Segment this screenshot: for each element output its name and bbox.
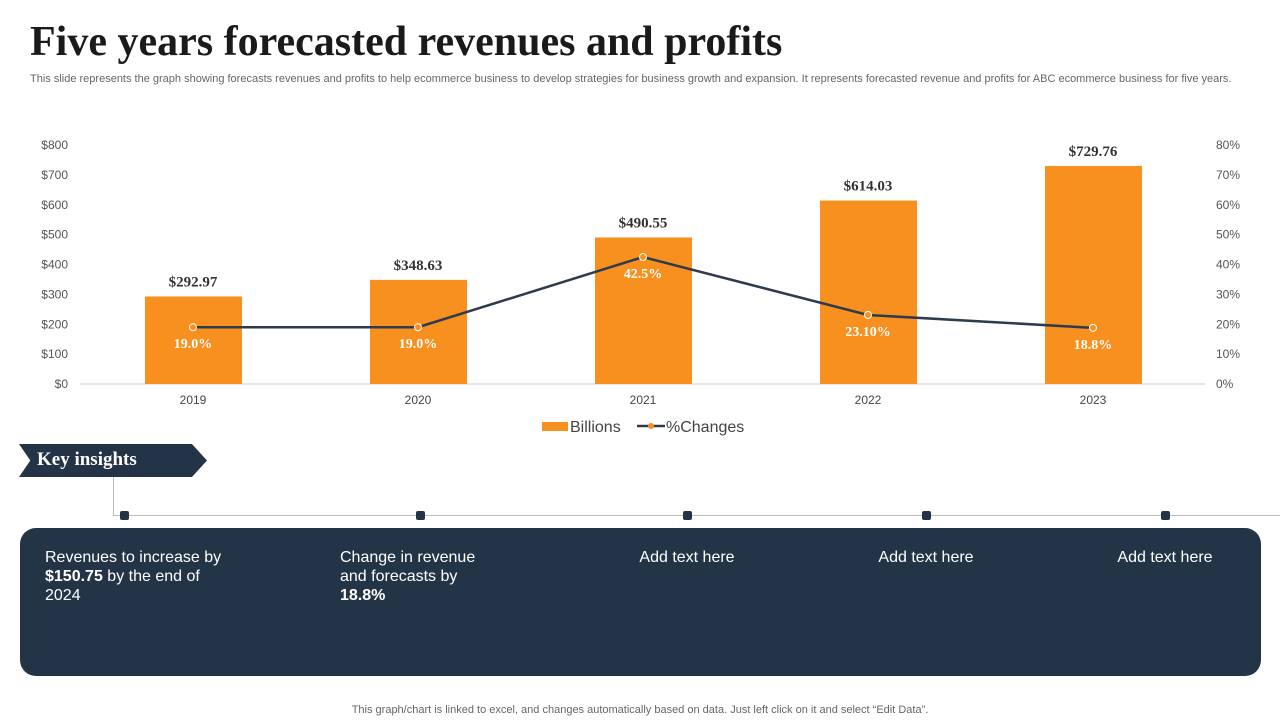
bar bbox=[820, 200, 917, 384]
timeline-marker bbox=[683, 511, 692, 520]
insight-post: by the end of 2024 bbox=[45, 568, 200, 604]
timeline-marker bbox=[922, 511, 931, 520]
line-value-label: 19.0% bbox=[174, 337, 213, 352]
line-value-label: 19.0% bbox=[399, 337, 438, 352]
x-tick-label: 2021 bbox=[630, 393, 657, 407]
y2-tick-label: 30% bbox=[1216, 287, 1240, 301]
insight-text: Add text here bbox=[846, 548, 1006, 567]
legend-label-changes: %Changes bbox=[666, 419, 744, 436]
x-tick-label: 2020 bbox=[405, 393, 432, 407]
line-value-label: 23.10% bbox=[845, 325, 891, 340]
bar-value-label: $490.55 bbox=[619, 215, 668, 231]
y-tick-label: $500 bbox=[41, 228, 68, 242]
y-tick-label: $200 bbox=[41, 317, 68, 331]
y2-tick-label: 70% bbox=[1216, 168, 1240, 182]
line-point bbox=[189, 323, 197, 332]
page-subtitle: This slide represents the graph showing … bbox=[30, 73, 1232, 85]
line-value-label: 42.5% bbox=[624, 267, 663, 282]
insight-bold: 18.8% bbox=[340, 587, 386, 604]
y2-tick-label: 50% bbox=[1216, 228, 1240, 242]
insight-text: Add text here bbox=[607, 548, 767, 567]
connector-line bbox=[113, 477, 114, 516]
line-point bbox=[639, 253, 647, 262]
x-tick-label: 2019 bbox=[180, 393, 207, 407]
insight-pre: Change in revenue and forecasts by bbox=[340, 549, 476, 585]
insight-text: Add text here bbox=[1085, 548, 1245, 567]
insights-panel bbox=[20, 528, 1261, 676]
insight-text: Revenues to increase by $150.75 by the e… bbox=[45, 548, 225, 605]
insight-bold: $150.75 bbox=[45, 568, 103, 585]
x-tick-label: 2023 bbox=[1080, 393, 1107, 407]
line-value-label: 18.8% bbox=[1074, 338, 1113, 353]
y2-tick-label: 40% bbox=[1216, 258, 1240, 272]
insight-pre: Add text here bbox=[1117, 549, 1213, 566]
insight-pre: Revenues to increase by bbox=[45, 549, 222, 566]
bar-value-label: $348.63 bbox=[394, 258, 443, 274]
footer-note: This graph/chart is linked to excel, and… bbox=[351, 704, 929, 716]
bar-value-label: $614.03 bbox=[844, 179, 893, 195]
timeline-marker bbox=[120, 511, 129, 520]
y2-tick-label: 80% bbox=[1216, 138, 1240, 152]
y-tick-label: $0 bbox=[55, 377, 69, 391]
timeline-marker bbox=[416, 511, 425, 520]
bar bbox=[370, 279, 467, 384]
legend-line-marker bbox=[648, 423, 654, 429]
insight-pre: Add text here bbox=[878, 549, 974, 566]
page-title: Five years forecasted revenues and profi… bbox=[30, 19, 783, 65]
timeline-marker bbox=[1161, 511, 1170, 520]
y2-tick-label: 20% bbox=[1216, 317, 1240, 331]
y-tick-label: $100 bbox=[41, 347, 68, 361]
y2-tick-label: 10% bbox=[1216, 347, 1240, 361]
line-point bbox=[864, 310, 872, 319]
insight-pre: Add text here bbox=[639, 549, 735, 566]
y-tick-label: $700 bbox=[41, 168, 68, 182]
bar bbox=[595, 237, 692, 384]
y-tick-label: $300 bbox=[41, 287, 68, 301]
bar-value-label: $729.76 bbox=[1069, 144, 1118, 160]
legend-label-billions: Billions bbox=[570, 419, 621, 436]
x-tick-label: 2022 bbox=[855, 393, 882, 407]
bar-value-label: $292.97 bbox=[169, 274, 218, 290]
line-point bbox=[1089, 323, 1097, 332]
revenue-chart: $0 $100 $200 $300 $400 $500 $600 $700 $800 0% 10% 2… bbox=[41, 138, 1240, 436]
legend-bar-swatch bbox=[542, 422, 568, 431]
y-tick-label: $400 bbox=[41, 258, 68, 272]
line-point bbox=[414, 323, 422, 332]
key-insights-banner: Key insights bbox=[19, 444, 207, 477]
bar bbox=[145, 296, 242, 384]
y2-tick-label: 0% bbox=[1216, 377, 1234, 391]
y-tick-label: $600 bbox=[41, 198, 68, 212]
timeline-line bbox=[113, 515, 1280, 516]
y-tick-label: $800 bbox=[41, 138, 68, 152]
insight-text: Change in revenue and forecasts by 18.8% bbox=[340, 548, 490, 605]
bar bbox=[1045, 165, 1142, 384]
y2-tick-label: 60% bbox=[1216, 198, 1240, 212]
